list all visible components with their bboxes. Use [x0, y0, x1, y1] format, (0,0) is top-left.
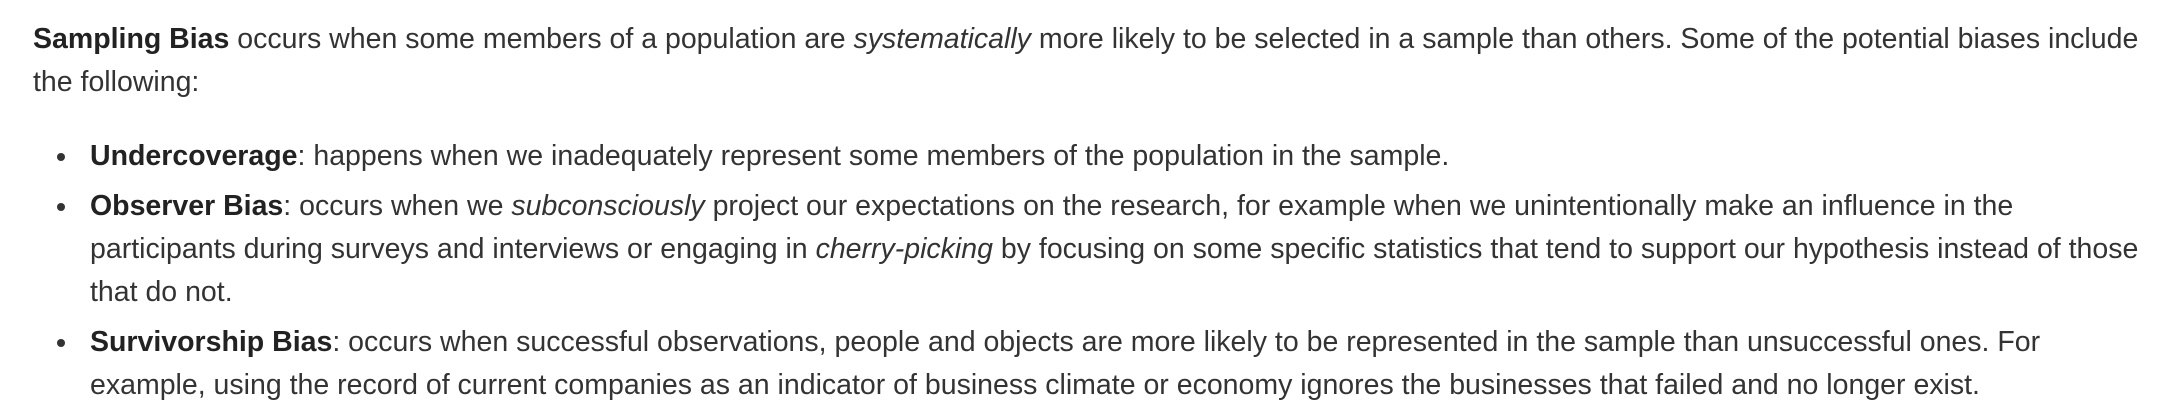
bullet-icon — [57, 339, 65, 347]
item-text-after: by focusing on some specific statistics … — [90, 233, 2139, 308]
list-item-undercoverage: Undercoverage: happens when we inadequat… — [57, 135, 2153, 178]
item-text: : occurs when successful observations, p… — [90, 326, 2041, 401]
intro-emphasis: systematically — [853, 23, 1031, 55]
intro-term: Sampling Bias — [33, 23, 230, 55]
item-term: Undercoverage — [90, 140, 298, 172]
item-text: : happens when we inadequately represent… — [297, 140, 1450, 172]
bullet-icon — [57, 153, 65, 161]
list-item-observer-bias: Observer Bias: occurs when we subconscio… — [57, 185, 2153, 314]
intro-paragraph: Sampling Bias occurs when some members o… — [33, 18, 2153, 104]
bullet-icon — [57, 203, 65, 211]
item-term: Survivorship Bias — [90, 326, 333, 358]
item-text-before: : occurs when we — [283, 190, 512, 222]
item-emphasis: cherry-picking — [815, 233, 993, 265]
intro-text-before: occurs when some members of a population… — [229, 23, 854, 55]
item-term: Observer Bias — [90, 190, 284, 222]
list-item-survivorship-bias: Survivorship Bias: occurs when successfu… — [57, 321, 2153, 407]
intro-text-after: more likely to be selected in a sample t… — [33, 23, 2139, 98]
item-emphasis: subconsciously — [511, 190, 705, 222]
bias-list: Undercoverage: happens when we inadequat… — [33, 135, 2153, 407]
item-text-middle: project our expectations on the research… — [90, 190, 2014, 265]
document-content: Sampling Bias occurs when some members o… — [33, 18, 2153, 414]
